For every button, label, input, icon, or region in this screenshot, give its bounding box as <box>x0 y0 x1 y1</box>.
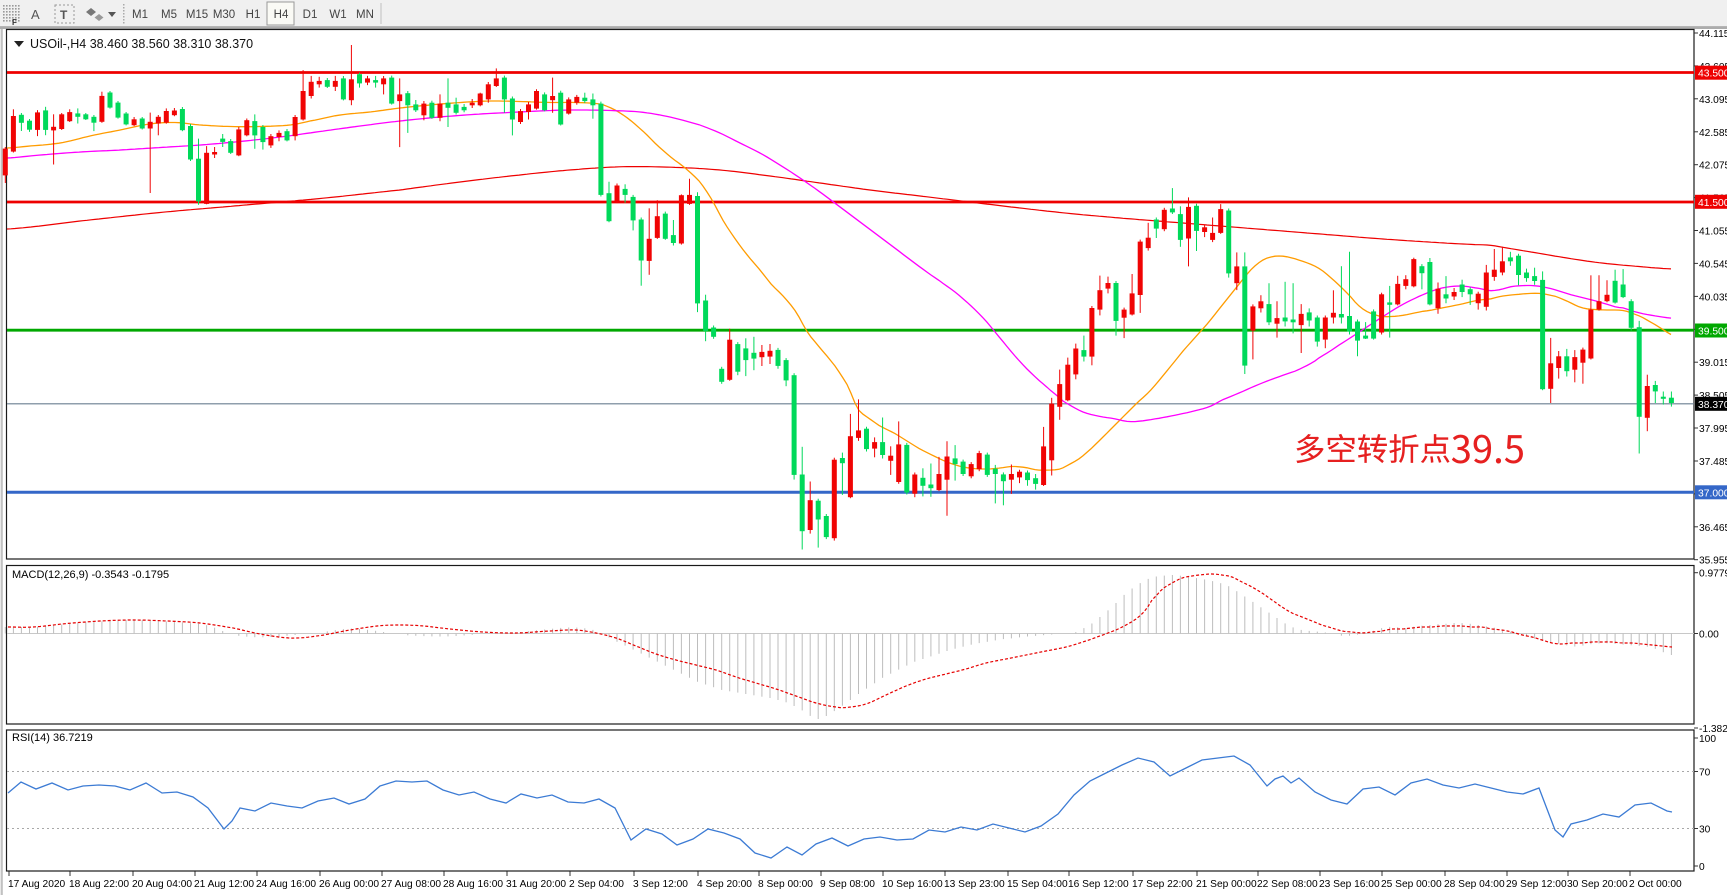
svg-text:0.9779: 0.9779 <box>1699 569 1727 580</box>
svg-text:0: 0 <box>1699 862 1705 873</box>
svg-text:21 Sep 00:00: 21 Sep 00:00 <box>1196 879 1257 890</box>
svg-text:23 Sep 16:00: 23 Sep 16:00 <box>1319 879 1380 890</box>
svg-text:10 Sep 16:00: 10 Sep 16:00 <box>882 879 943 890</box>
svg-text:0.00: 0.00 <box>1699 630 1719 641</box>
svg-text:35.955: 35.955 <box>1699 556 1727 567</box>
svg-text:42.075: 42.075 <box>1699 161 1727 172</box>
svg-text:36.465: 36.465 <box>1699 523 1727 534</box>
svg-text:H4: H4 <box>274 9 289 21</box>
svg-text:T: T <box>60 8 68 22</box>
svg-text:29 Sep 12:00: 29 Sep 12:00 <box>1506 879 1567 890</box>
svg-text:37.995: 37.995 <box>1699 424 1727 435</box>
svg-text:15 Sep 04:00: 15 Sep 04:00 <box>1007 879 1068 890</box>
svg-text:A: A <box>31 7 40 22</box>
svg-text:9 Sep 08:00: 9 Sep 08:00 <box>820 879 875 890</box>
svg-text:MN: MN <box>356 9 374 21</box>
svg-text:D1: D1 <box>303 9 318 21</box>
svg-text:-1.382: -1.382 <box>1699 724 1727 735</box>
svg-text:M1: M1 <box>132 9 148 21</box>
svg-text:25 Sep 00:00: 25 Sep 00:00 <box>1381 879 1442 890</box>
svg-text:30: 30 <box>1699 825 1711 836</box>
svg-text:41.055: 41.055 <box>1699 227 1727 238</box>
svg-text:13 Sep 23:00: 13 Sep 23:00 <box>944 879 1005 890</box>
svg-text:21 Aug 12:00: 21 Aug 12:00 <box>194 879 254 890</box>
svg-text:4 Sep 20:00: 4 Sep 20:00 <box>697 879 752 890</box>
svg-text:40.545: 40.545 <box>1699 259 1727 270</box>
svg-text:41.500: 41.500 <box>1698 198 1727 209</box>
svg-text:38.505: 38.505 <box>1699 391 1727 402</box>
svg-text:37.485: 37.485 <box>1699 457 1727 468</box>
svg-text:17 Aug 2020: 17 Aug 2020 <box>8 879 66 890</box>
svg-text:W1: W1 <box>329 9 346 21</box>
svg-text:37.000: 37.000 <box>1698 488 1727 499</box>
svg-text:F: F <box>12 18 17 27</box>
svg-text:43.095: 43.095 <box>1699 95 1727 106</box>
svg-text:24 Aug 16:00: 24 Aug 16:00 <box>256 879 316 890</box>
svg-text:RSI(14) 36.7219: RSI(14) 36.7219 <box>12 732 93 744</box>
svg-text:2 Sep 04:00: 2 Sep 04:00 <box>569 879 624 890</box>
svg-text:28 Sep 04:00: 28 Sep 04:00 <box>1444 879 1505 890</box>
svg-text:MACD(12,26,9) -0.3543 -0.1795: MACD(12,26,9) -0.3543 -0.1795 <box>12 569 169 581</box>
svg-text:20 Aug 04:00: 20 Aug 04:00 <box>132 879 192 890</box>
svg-text:H1: H1 <box>246 9 261 21</box>
svg-text:22 Sep 08:00: 22 Sep 08:00 <box>1257 879 1318 890</box>
svg-text:30 Sep 20:00: 30 Sep 20:00 <box>1567 879 1628 890</box>
svg-text:M30: M30 <box>213 9 235 21</box>
svg-text:17 Sep 22:00: 17 Sep 22:00 <box>1132 879 1193 890</box>
svg-text:100: 100 <box>1699 734 1716 745</box>
svg-text:3 Sep 12:00: 3 Sep 12:00 <box>633 879 688 890</box>
svg-text:38.370: 38.370 <box>1698 400 1727 411</box>
svg-text:16 Sep 12:00: 16 Sep 12:00 <box>1068 879 1129 890</box>
svg-text:27 Aug 08:00: 27 Aug 08:00 <box>381 879 441 890</box>
svg-text:39.500: 39.500 <box>1698 327 1727 338</box>
svg-text:2 Oct 00:00: 2 Oct 00:00 <box>1629 879 1682 890</box>
svg-text:43.500: 43.500 <box>1698 69 1727 80</box>
svg-text:28 Aug 16:00: 28 Aug 16:00 <box>443 879 503 890</box>
svg-text:18 Aug 22:00: 18 Aug 22:00 <box>69 879 129 890</box>
svg-text:39.015: 39.015 <box>1699 358 1727 369</box>
svg-text:USOil-,H4 38.460 38.560 38.31: USOil-,H4 38.460 38.560 38.310 38.370 <box>30 37 253 51</box>
svg-text:M5: M5 <box>161 9 177 21</box>
svg-text:8 Sep 00:00: 8 Sep 00:00 <box>758 879 813 890</box>
svg-text:44.115: 44.115 <box>1699 29 1727 40</box>
svg-text:42.585: 42.585 <box>1699 128 1727 139</box>
svg-text:40.035: 40.035 <box>1699 292 1727 303</box>
svg-text:M15: M15 <box>186 9 208 21</box>
svg-text:26 Aug 00:00: 26 Aug 00:00 <box>319 879 379 890</box>
svg-text:31 Aug 20:00: 31 Aug 20:00 <box>506 879 566 890</box>
svg-text:70: 70 <box>1699 768 1711 779</box>
